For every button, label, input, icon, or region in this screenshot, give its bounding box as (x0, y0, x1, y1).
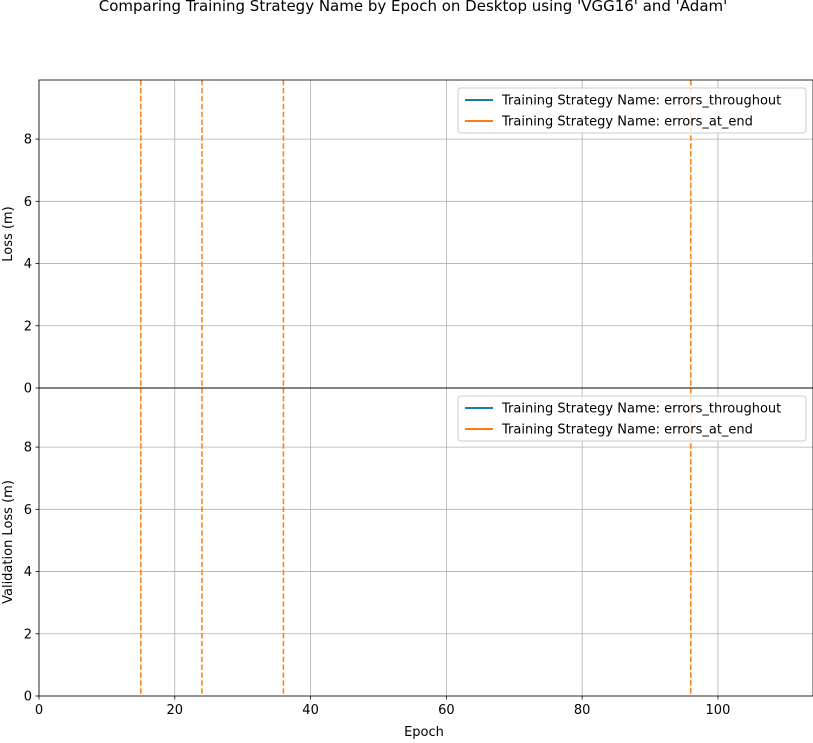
y-tick-label: 8 (24, 133, 32, 148)
legend-box (457, 395, 807, 442)
y-tick-label: 6 (24, 503, 32, 518)
legend-label: Training Strategy Name: errors_throughou… (501, 402, 781, 417)
subplot-1: 0 2 4 6 8 Loss (m) Training Strategy Name: err… (1, 79, 813, 397)
y-axis-label: Validation Loss (m) (1, 480, 16, 604)
y-tick-label: 4 (24, 257, 32, 272)
legend-label: Training Strategy Name: errors_at_end (501, 423, 753, 438)
legend: Training Strategy Name: errors_throughou… (457, 87, 807, 134)
x-tick-label: 100 (706, 703, 731, 718)
x-tick-label: 80 (574, 703, 591, 718)
y-tick-label: 8 (24, 441, 32, 456)
legend-label: Training Strategy Name: errors_at_end (501, 115, 753, 130)
x-axis-label: Epoch (404, 725, 444, 739)
y-axis-label: Loss (m) (1, 206, 16, 261)
y-tick-label: 2 (24, 319, 32, 334)
legend-label: Training Strategy Name: errors_throughou… (501, 94, 781, 109)
x-tick-label: 40 (302, 703, 319, 718)
legend: Training Strategy Name: errors_throughou… (457, 395, 807, 442)
axes-frame (38, 387, 813, 697)
x-tick-label: 0 (35, 703, 43, 718)
y-tick-label: 6 (24, 195, 32, 210)
y-tick-label: 2 (24, 627, 32, 642)
y-tick-label: 4 (24, 565, 32, 580)
subplot-2: 0 2 4 6 8 Validation Loss (m) 0 20 40 60 80 100 Epoc… (1, 387, 813, 740)
x-tick-label: 20 (167, 703, 184, 718)
y-tick-label: 0 (24, 382, 32, 397)
legend-box (457, 87, 807, 134)
figure-title: Comparing Training Strategy Name by Epoc… (98, 0, 728, 15)
x-tick-label: 60 (438, 703, 455, 718)
y-tick-label: 0 (24, 690, 32, 705)
